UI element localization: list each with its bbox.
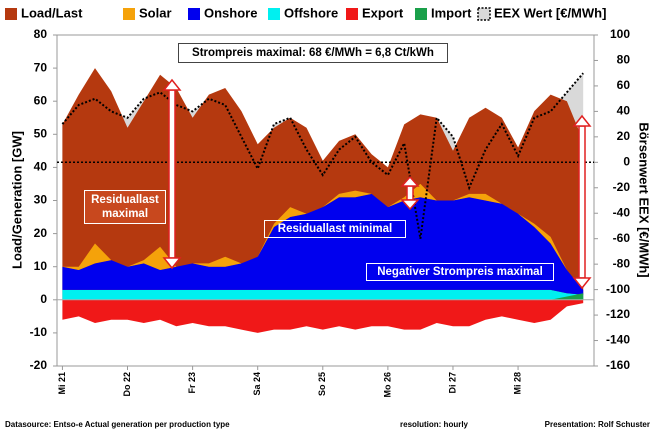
arrow-head	[572, 277, 592, 290]
y-tick-label: 80	[34, 27, 48, 41]
y-tick-label: 50	[34, 126, 48, 140]
y2-tick-label: 40	[617, 104, 631, 118]
flow-area	[62, 299, 584, 333]
x-tick-label: Di 27	[447, 372, 457, 394]
stack-area	[62, 289, 584, 300]
x-tick-label: So 25	[317, 372, 327, 396]
legend-label: Onshore	[204, 5, 257, 20]
y2-tick-label: -60	[613, 231, 631, 245]
x-tick-label: Mo 26	[382, 372, 392, 398]
y2-tick-label: 60	[617, 78, 631, 92]
y2-tick-label: -160	[606, 358, 630, 372]
arrow-shaft	[406, 185, 414, 201]
y2-tick-label: 100	[610, 27, 630, 41]
y2-tick-label: 0	[623, 154, 630, 168]
arrows	[162, 78, 592, 290]
legend-label: Import	[431, 5, 472, 20]
y-tick-label: 10	[34, 259, 48, 273]
stack-area	[62, 193, 584, 295]
y-tick-label: 60	[34, 93, 48, 107]
y-tick-label: -10	[30, 325, 48, 339]
x-tick-label: Mi 28	[512, 372, 522, 395]
x-tick-label: Do 22	[122, 372, 132, 397]
legend-swatch	[5, 8, 17, 20]
y-tick-label: 70	[34, 60, 48, 74]
price-line	[61, 72, 584, 239]
y2-tick-label: -140	[606, 333, 630, 347]
arrow-shaft	[168, 89, 176, 259]
arrow-head	[400, 199, 420, 211]
y-tick-label: -20	[30, 358, 48, 372]
legend-swatch	[188, 8, 200, 20]
legend-label: EEX Wert [€/MWh]	[494, 5, 606, 20]
y2-tick-label: -120	[606, 307, 630, 321]
legend-label: Load/Last	[21, 5, 83, 20]
x-tick-label: Mi 21	[57, 372, 67, 395]
footer-source: Datasource: Entso-e Actual generation pe…	[5, 420, 230, 429]
footer-resolution: resolution: hourly	[400, 420, 469, 429]
arrow-head	[400, 175, 420, 187]
legend-label: Solar	[139, 5, 172, 20]
arrow-shaft	[578, 125, 586, 279]
x-tick-label: Fr 23	[187, 372, 197, 394]
plot-layers	[57, 68, 594, 333]
legend-swatch	[346, 8, 358, 20]
y2-tick-label: -80	[613, 256, 631, 270]
y2-tick-label: -100	[606, 282, 630, 296]
y-tick-label: 30	[34, 193, 48, 207]
annotation: Residuallast minimal	[264, 220, 406, 238]
footer-author: Presentation: Rolf Schuster	[545, 420, 650, 429]
arrow-head	[162, 257, 182, 270]
annotation: Residuallast maximal	[84, 190, 166, 224]
x-tick-label: Sa 24	[252, 372, 262, 396]
legend-label: Export	[362, 5, 404, 20]
y2-tick-label: -20	[613, 180, 631, 194]
legend-swatch	[415, 8, 427, 20]
y2-tick-label: 20	[617, 129, 631, 143]
y2-tick-label: 80	[617, 53, 631, 67]
y-tick-label: 0	[40, 292, 47, 306]
arrow-head	[572, 114, 592, 127]
stack-area	[62, 183, 584, 290]
y-axis-title: Load/Generation [GW]	[9, 131, 24, 269]
annotation: Strompreis maximal: 68 €/MWh = 6,8 Ct/kW…	[178, 43, 448, 63]
arrow-head	[162, 78, 182, 91]
y-tick-label: 20	[34, 226, 48, 240]
legend-swatch	[268, 8, 280, 20]
legend-swatch	[477, 7, 491, 21]
annotation: Negativer Strompreis maximal	[366, 263, 554, 281]
y2-tick-label: -40	[613, 205, 631, 219]
y2-axis-title: Börsenwert EEX [€/MWh]	[637, 122, 652, 277]
legend-swatch	[123, 8, 135, 20]
legend-label: Offshore	[284, 5, 338, 20]
y-tick-label: 40	[34, 160, 48, 174]
